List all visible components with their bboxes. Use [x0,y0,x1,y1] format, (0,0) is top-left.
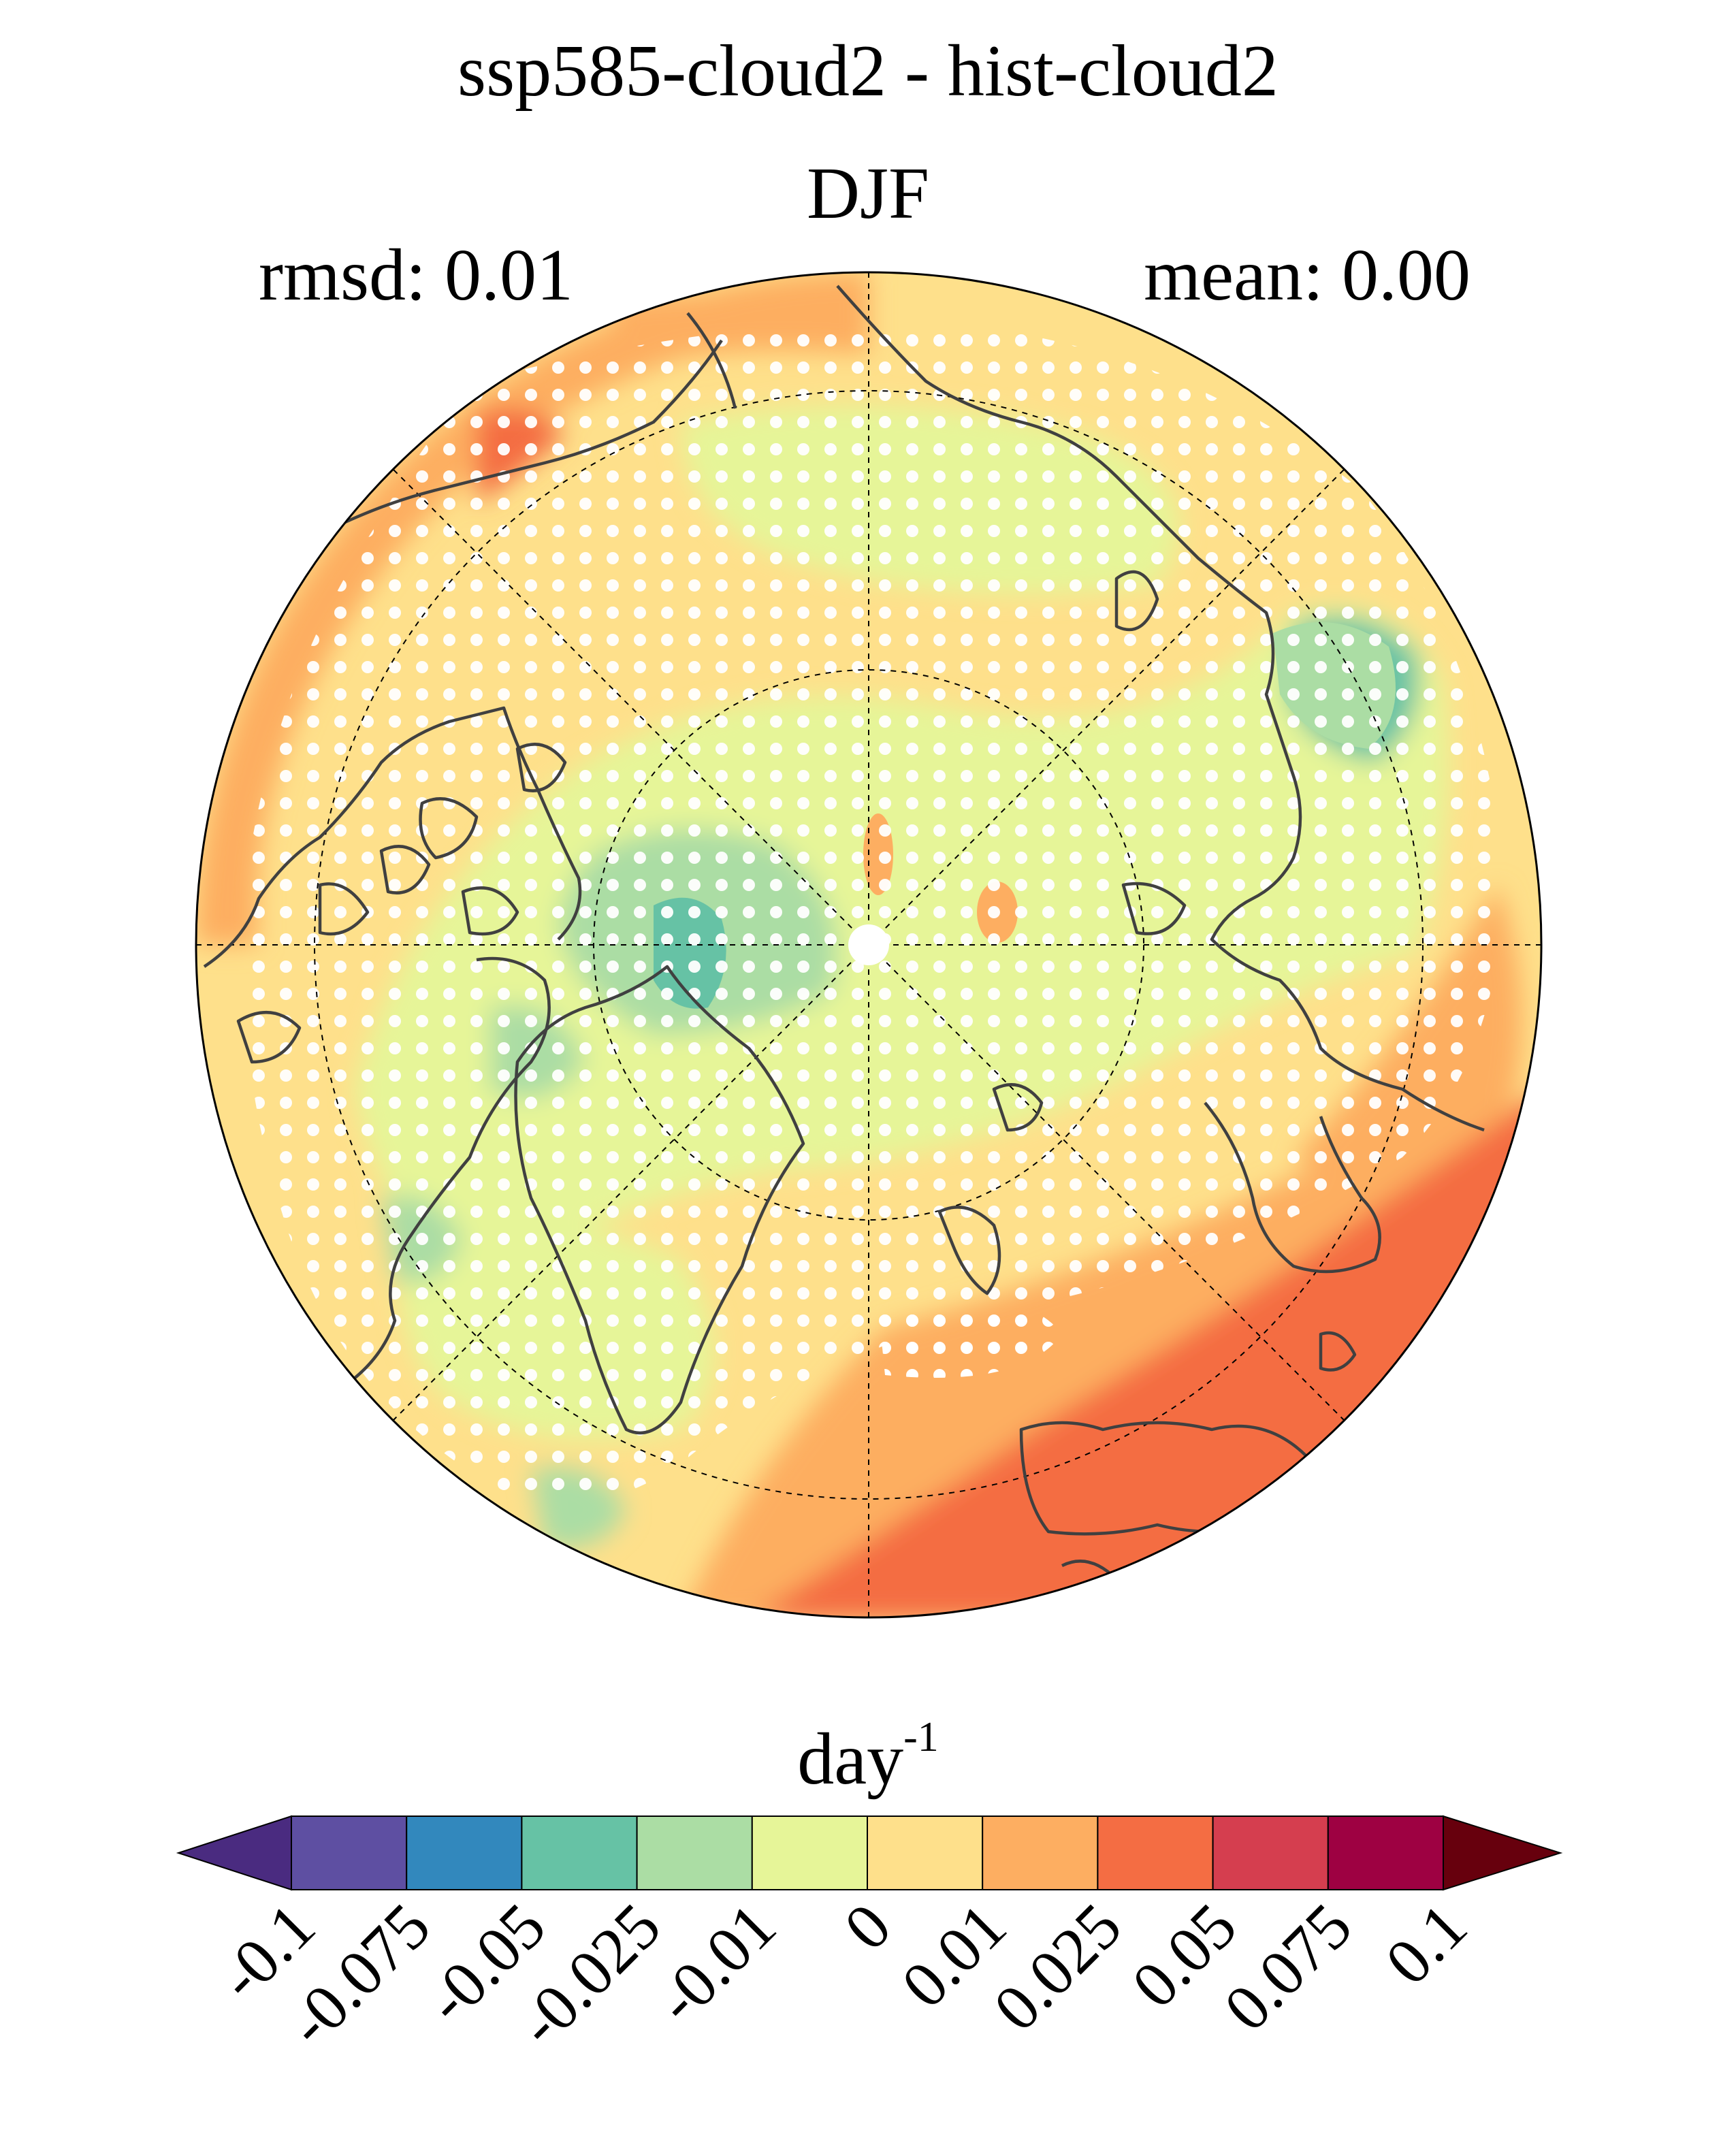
colorbar-tick-label: -0.01 [642,1889,790,2037]
colorbar-arrow-low [176,1815,292,1891]
coastlines [203,285,1485,1581]
colorbar-segment [1097,1816,1214,1890]
colorbar-segment [636,1816,753,1890]
colorbar-segment [291,1816,408,1890]
colorbar-tick-label: 0.025 [980,1889,1135,2044]
colorbar-arrow-high [1443,1815,1563,1891]
colorbar-segment [521,1816,638,1890]
colorbar-segment [406,1816,523,1890]
rmsd-label: rmsd: 0.01 [259,235,574,316]
colorbar-segment [867,1816,984,1890]
units-base: day [797,1719,904,1800]
units-exponent: -1 [903,1714,939,1760]
units-label: day-1 [0,1715,1736,1804]
graticule [196,272,1541,1617]
plot-title: ssp585-cloud2 - hist-cloud2 [457,31,1279,112]
colorbar-tick-label: 0 [830,1889,905,1964]
season-label: DJF [806,153,930,234]
map-field [196,272,1541,1617]
colorbar-segment [751,1816,869,1890]
colorbar-tick-label: 0.075 [1210,1889,1365,2044]
colorbar-segment [982,1816,1099,1890]
mean-label: mean: 0.00 [1144,235,1470,316]
map-boundary [195,271,1543,1619]
colorbar-segment [1327,1816,1445,1890]
colorbar: -0.1-0.075-0.05-0.025-0.01 00.010.0250.05… [176,1815,1563,2060]
colorbar-segment [1212,1816,1329,1890]
colorbar-tick-label: 0.1 [1371,1889,1481,1999]
